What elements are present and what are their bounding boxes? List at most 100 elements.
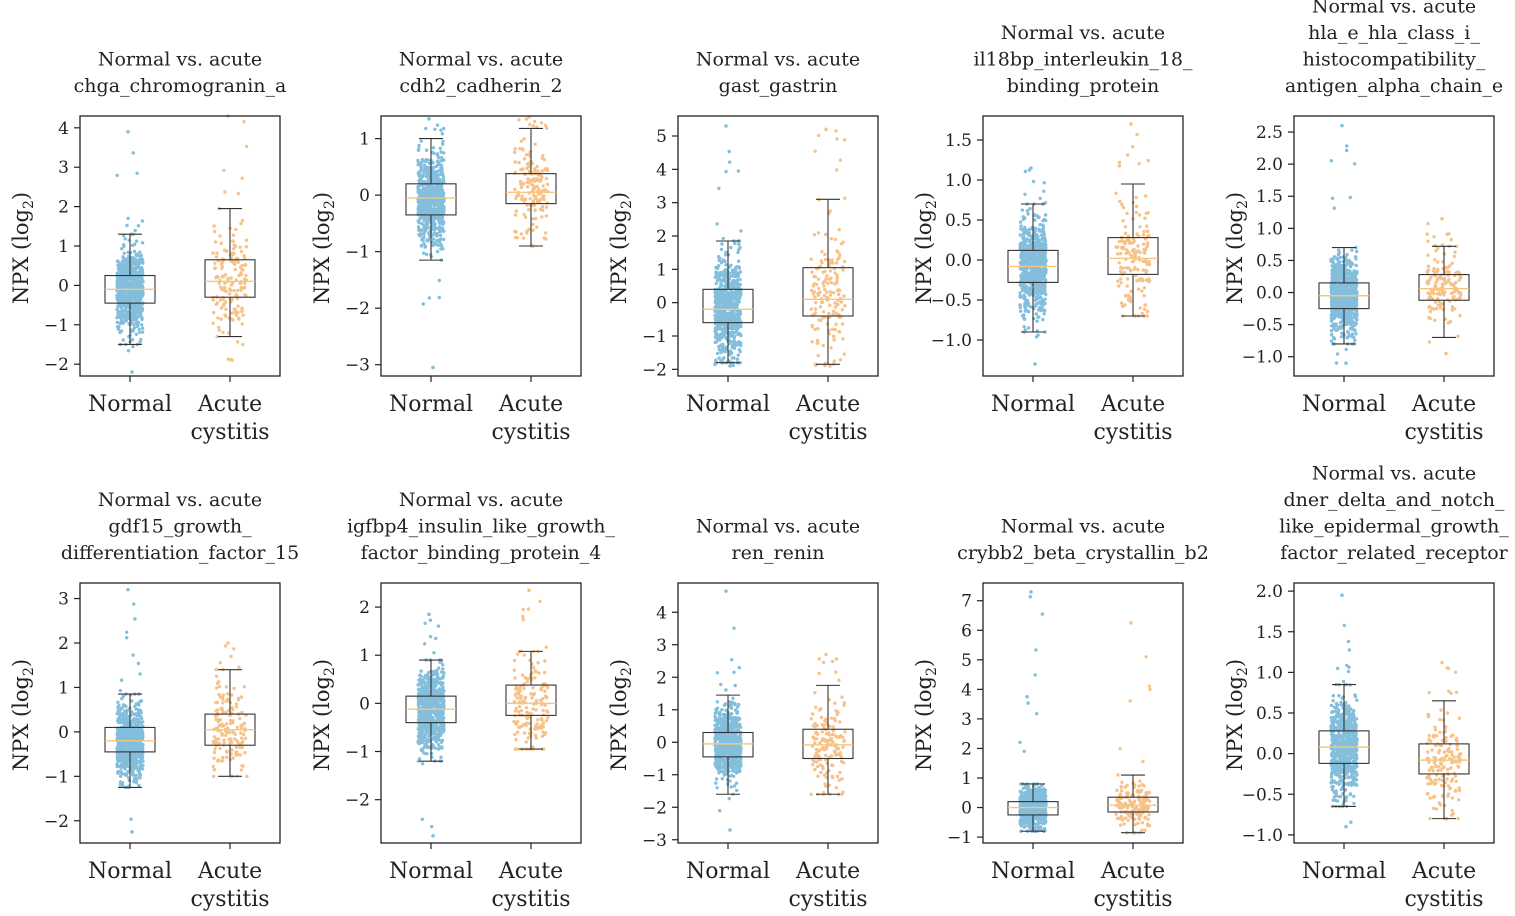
data-point [434,215,438,219]
data-point [139,278,144,282]
data-point [715,278,720,282]
data-point [545,167,550,171]
data-point [1350,335,1355,339]
data-point [714,336,719,340]
data-point [1123,231,1128,235]
data-point [736,325,740,330]
data-point [1433,270,1437,275]
y-tick-label: 0.0 [945,251,972,271]
data-point [1446,273,1450,277]
data-point [441,173,445,177]
data-point [527,181,531,185]
data-point [427,296,432,300]
data-point [1457,271,1462,275]
data-point [1116,252,1120,256]
data-point [843,196,847,200]
data-point [528,197,532,201]
data-point [820,300,825,304]
data-point [1143,307,1147,312]
data-point [1447,277,1451,282]
y-axis-label: NPX (log2) [9,659,37,771]
data-point [1426,291,1430,295]
data-point [833,301,837,305]
data-point [723,268,727,272]
data-point [833,327,837,332]
data-point [816,353,820,358]
data-point [244,293,248,298]
data-point [1117,160,1122,165]
data-point [1335,278,1340,282]
data-point [422,241,426,246]
data-point [138,306,143,310]
data-point [141,326,145,330]
data-point [1347,300,1351,305]
data-point [1043,213,1048,217]
data-point [1459,275,1463,280]
data-point [440,229,445,233]
data-point [429,202,433,207]
data-point [816,133,821,138]
data-point [243,277,247,281]
data-point [1018,291,1022,295]
data-point [816,231,821,235]
data-point [439,247,443,251]
data-point [1144,194,1148,198]
data-point [1022,272,1027,276]
data-point [1345,262,1349,266]
data-point [738,282,742,287]
chart-title-line: Normal vs. acute [696,49,860,71]
data-point [119,329,124,333]
data-point [1329,339,1334,343]
data-point [242,254,246,258]
y-tick-label: −3 [345,356,370,376]
y-tick-label: 2 [58,198,69,218]
data-point [1042,312,1046,316]
data-point [1141,242,1146,246]
data-point [213,266,217,270]
data-point [1427,340,1432,344]
y-tick-label: 1 [656,260,667,280]
data-point [232,289,236,293]
data-point [435,238,439,243]
data-point [841,268,845,272]
data-point [1440,216,1444,221]
y-tick-label: 2.0 [1256,155,1283,175]
data-point [125,271,129,276]
data-point [1144,270,1148,275]
data-point [1353,283,1358,287]
data-point [822,284,826,288]
data-point [1136,267,1140,272]
y-tick-label: 1.5 [1256,187,1283,207]
data-point [723,328,727,332]
data-point [735,271,739,276]
data-point [1023,192,1027,196]
data-point [824,127,828,132]
y-tick-label: 3 [656,194,667,214]
data-point [724,304,729,309]
data-point [837,228,841,232]
data-point [124,292,128,296]
data-point [1426,253,1430,257]
data-point [530,179,535,183]
data-point [1134,204,1139,209]
data-point [122,259,126,263]
data-point [842,352,846,356]
data-point [736,353,740,357]
data-point [1346,268,1350,272]
data-point [125,257,129,261]
data-point [833,305,838,309]
data-point [134,266,139,271]
data-point [118,289,123,293]
data-point [1137,278,1142,283]
data-point [240,322,244,326]
data-point [1039,283,1044,287]
data-point [1042,286,1047,290]
data-point [522,212,526,217]
data-point [1145,314,1150,318]
data-point [716,290,720,294]
y-tick-label: 0.5 [1256,251,1283,271]
data-point [1038,222,1042,227]
data-point [835,278,839,282]
data-point [428,217,433,221]
